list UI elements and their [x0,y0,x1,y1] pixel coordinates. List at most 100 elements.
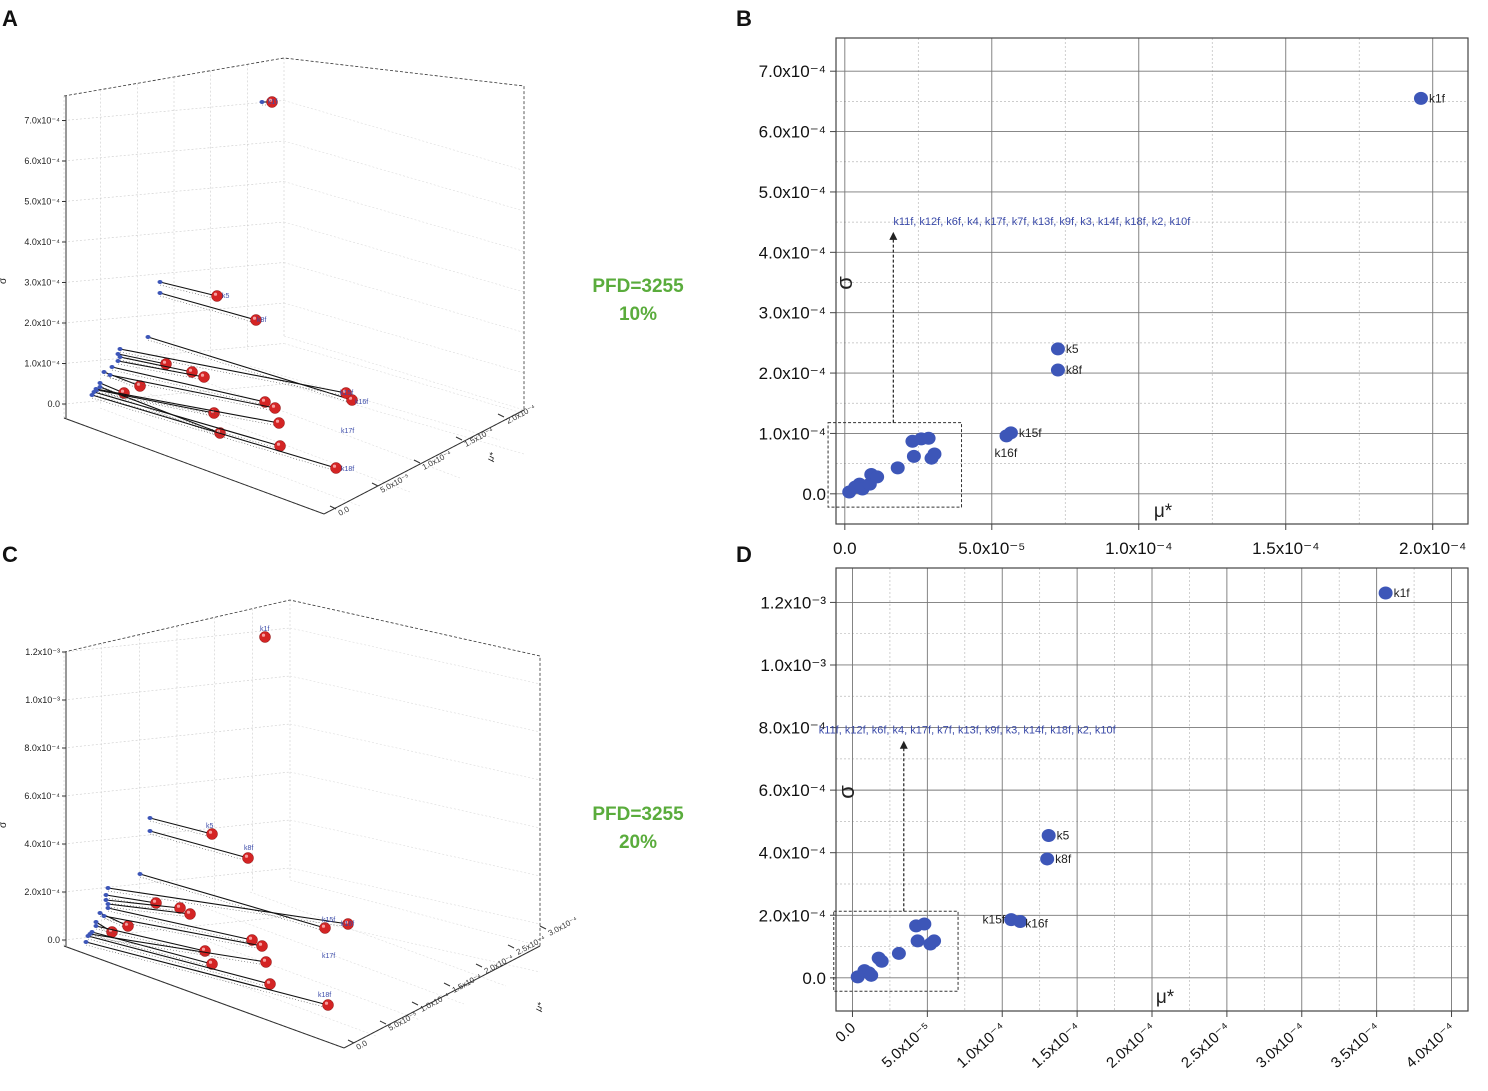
grid [836,38,1468,524]
projected-point [83,940,89,944]
projected-point [97,385,103,389]
sphere-highlight [271,404,276,408]
sphere-point [206,828,218,840]
drop-line [95,925,206,952]
panel-letter-a: A [2,6,18,31]
sphere-point [198,371,210,383]
point-label-k5: k5 [1066,342,1079,356]
z-tick-label: 7.0x10⁻⁴ [24,116,60,126]
z-gridline-right [283,383,525,455]
drop-line [159,281,218,297]
z-gridline [63,100,285,121]
drop-line-shadow [109,377,276,412]
depth-axis-label: μ* [533,1000,546,1013]
sphere-highlight [176,904,181,908]
sphere-point [122,920,134,932]
z-gridline-right [283,181,525,252]
depth-tick-mark [475,963,483,968]
z-gridline [63,867,291,893]
z-tick-label: 1.0x10⁻⁴ [24,359,60,369]
sphere-highlight [188,368,193,372]
cluster-box [833,910,959,992]
sphere-point [256,940,268,952]
z-gridline-right [283,262,525,333]
z-gridline-right [289,627,541,685]
y-tick-label: 2.0x10⁻⁴ [759,364,826,383]
floor-edge [63,945,541,1049]
sphere-highlight [321,924,326,928]
point-label-k16f: k16f [994,446,1017,460]
z-gridline [63,262,285,283]
z-gridline [63,771,291,797]
projected-point [137,872,143,876]
point-k8f [1040,852,1055,866]
x-tick-label: 5.0x10⁻⁵ [958,539,1025,558]
pfd-caption-c: PFD=3255 20% [568,801,708,857]
projected-point [89,393,95,397]
cluster-arrowhead [899,740,908,749]
sphere-highlight [136,382,141,386]
drop-line-shadow [93,394,281,450]
depth-tick-mark [443,982,451,987]
x-tick-label: 4.0x10⁻⁴ [1403,1019,1459,1071]
depth-tick-label: 2.5x10⁻⁴ [515,934,548,957]
point-k5 [1041,828,1056,842]
sphere-point [199,945,211,957]
cluster-point [905,434,920,448]
point-k15f [1004,913,1019,927]
z-tick-label: 0.0 [47,935,60,945]
point-label-k15f: k15f [340,390,353,397]
drop-line [89,933,267,963]
projected-point [147,816,153,820]
point-label-k15f: k15f [1019,426,1042,440]
drop-line-shadow [119,359,193,376]
drop-line [139,873,326,929]
3d-axes [63,57,525,515]
cluster-point [862,477,877,491]
sphere-highlight [124,922,129,926]
cluster-point [850,970,865,984]
drop-line-shadow [105,902,181,912]
depth-tick-label: 1.0x10⁻⁴ [421,449,454,472]
drop-line-shadow [159,284,218,300]
depth-axis-ticks: 0.05.0x10⁻⁵1.0x10⁻⁴1.5x10⁻⁴2.0x10⁻⁴ [329,403,537,518]
sphere-highlight [248,936,253,940]
y-axis-label: σ [834,785,859,799]
x-tick-label: 0.0 [833,539,857,558]
drop-line [149,817,213,835]
z-gridline-right [283,221,525,293]
point-k16f [999,429,1014,443]
x-axis-label: μ* [1154,501,1173,522]
cluster-annotation: k11f, k12f, k6f, k4, k17f, k7f, k13f, k9… [893,216,1191,228]
point-label-k8f: k8f [257,317,266,324]
z-gridline-right [283,343,525,414]
sphere-highlight [261,633,266,637]
sphere-point [269,402,281,414]
cluster-point [874,954,889,968]
projected-point [105,906,111,910]
z-axis-label: σ [0,277,9,284]
cluster-point [864,968,879,982]
cluster-point [914,432,929,446]
cluster-group [833,740,959,992]
sphere-highlight [344,920,349,924]
sphere-point [184,908,196,920]
z-gridline-right [289,867,541,925]
sphere-highlight [208,960,213,964]
y-tick-label: 6.0x10⁻⁴ [759,123,826,142]
z-tick-label: 2.0x10⁻⁴ [24,887,60,897]
drop-line [119,348,347,394]
drop-line-shadow [96,392,215,417]
plot-frame [835,567,1469,1012]
drop-line [117,360,205,378]
cluster-group [827,231,963,508]
projected-point [157,280,163,284]
point-label-k17f: k17f [322,953,335,960]
drop-line-shadow [117,363,205,381]
sphere-highlight [332,464,337,468]
sphere-highlight [120,389,125,393]
projected-point [157,291,163,295]
